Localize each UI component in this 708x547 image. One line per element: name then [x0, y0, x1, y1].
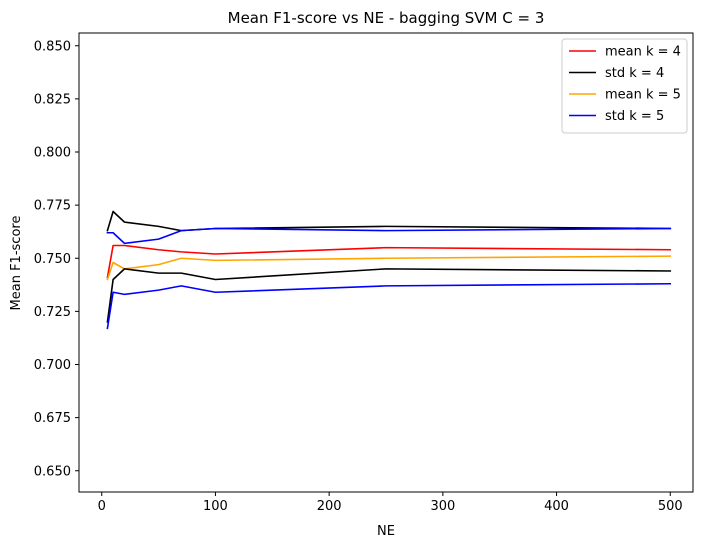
- legend-label: std k = 5: [605, 109, 664, 124]
- x-axis-label: NE: [377, 524, 395, 539]
- y-tick-label: 0.775: [34, 199, 71, 214]
- y-tick-label: 0.675: [34, 411, 71, 426]
- legend-label: std k = 4: [605, 66, 664, 81]
- x-tick-label: 0: [98, 499, 106, 514]
- legend-label: mean k = 4: [605, 45, 681, 60]
- series-line-3: [106, 227, 672, 245]
- legend: mean k = 4 std k = 4 mean k = 5 std k = 5: [561, 38, 688, 134]
- series-layer: [106, 210, 672, 330]
- x-tick-label: 400: [544, 499, 569, 514]
- y-tick-label: 0.650: [34, 464, 71, 479]
- x-tick-label: 100: [203, 499, 228, 514]
- plot-frame: [78, 32, 694, 493]
- y-tick-label: 0.825: [34, 92, 71, 107]
- y-axis-label: Mean F1-score: [9, 216, 24, 311]
- x-tick-label: 200: [317, 499, 342, 514]
- series-line-5: [106, 282, 672, 330]
- series-line-0: [106, 244, 672, 279]
- series-line-1: [106, 210, 672, 232]
- y-tick-label: 0.700: [34, 358, 71, 373]
- series-line-4: [106, 268, 672, 323]
- x-tick-label: 300: [430, 499, 455, 514]
- y-tick-label: 0.800: [34, 146, 71, 161]
- legend-label: mean k = 5: [605, 88, 681, 103]
- series-line-2: [106, 255, 672, 281]
- legend-box: [561, 38, 688, 134]
- y-tick-label: 0.750: [34, 252, 71, 267]
- y-tick-label: 0.850: [34, 39, 71, 54]
- y-tick-label: 0.725: [34, 305, 71, 320]
- x-tick-label: 500: [658, 499, 683, 514]
- chart-title: Mean F1-score vs NE - bagging SVM C = 3: [228, 9, 545, 27]
- axes-layer: 0 100 200 300 400 500 0.650 0.675 0.700 0.725 0.75…: [34, 32, 694, 514]
